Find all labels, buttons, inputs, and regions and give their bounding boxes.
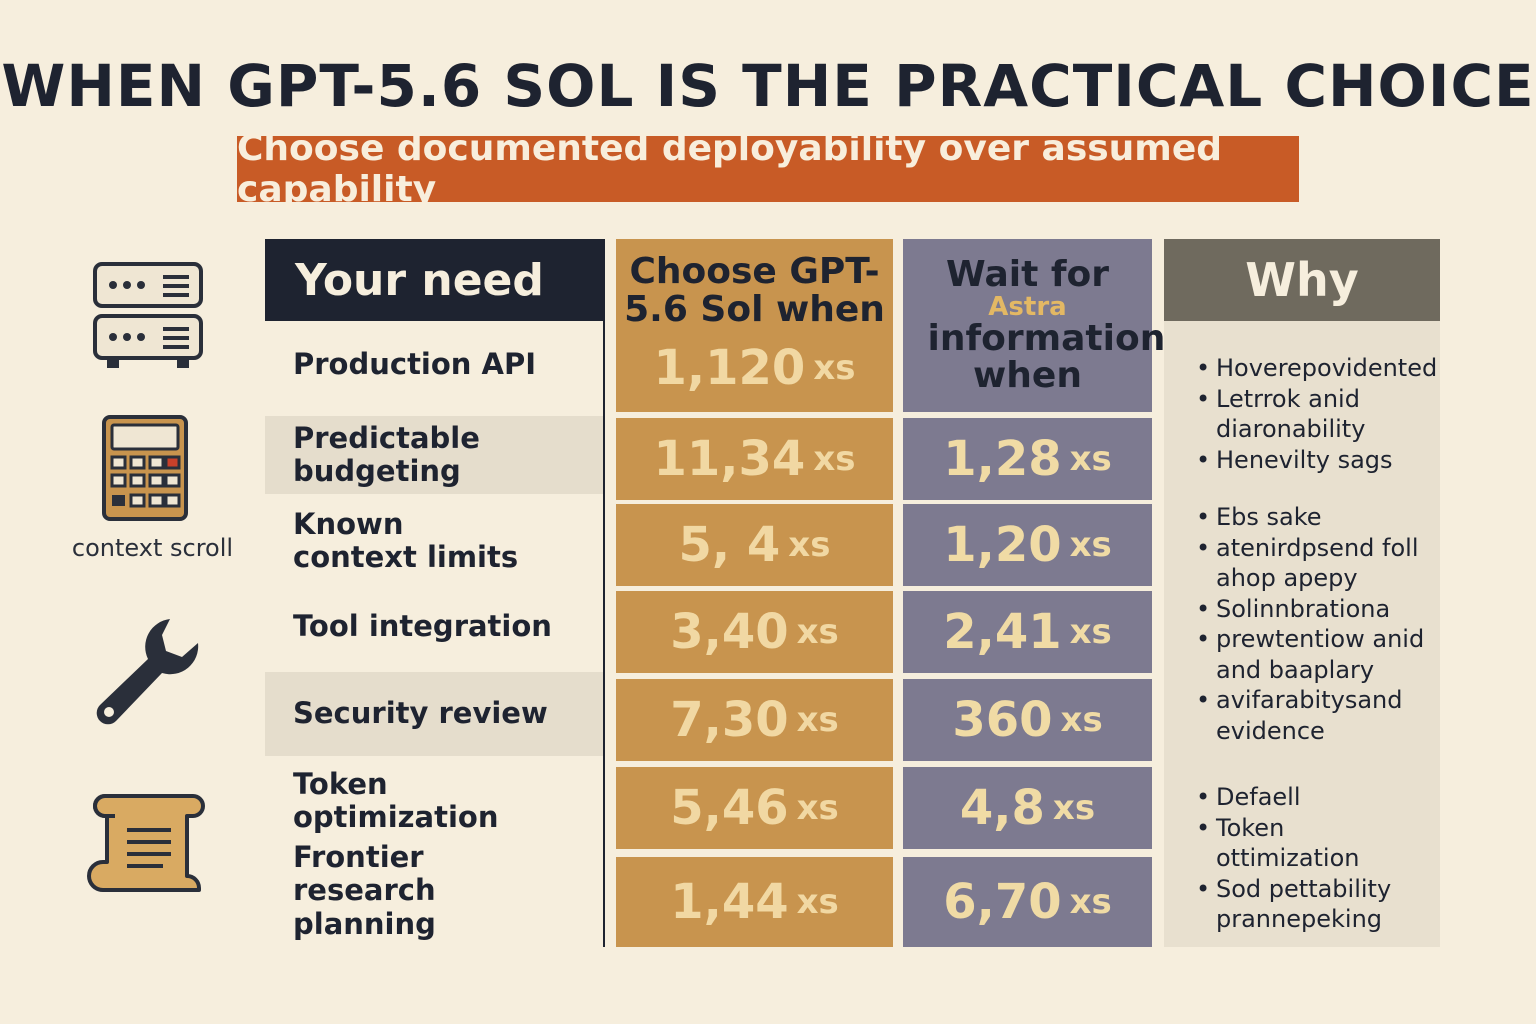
wait-header-accent: Astra — [988, 291, 1067, 322]
column-header-why: Why — [1164, 239, 1440, 321]
sol-cell: 5, 4 xs — [616, 504, 893, 586]
subtitle-banner: Choose documented deployability over ass… — [237, 128, 1299, 210]
column-header-sol: Choose GPT-5.6 Sol when — [616, 239, 893, 412]
why-item: avifarabitysand evidence — [1194, 685, 1434, 746]
sol-value: 1,44 — [670, 874, 789, 930]
wait-header-bottom: information when — [927, 317, 1166, 397]
wait-cell: 4,8 xs — [903, 767, 1152, 849]
calculator-icon — [102, 415, 188, 521]
sol-unit: xs — [788, 525, 831, 565]
wait-value: 1,28 — [943, 431, 1062, 487]
why-item: Ebs sake — [1194, 502, 1434, 533]
why-list: Defaell Token ottimization Sod pettabili… — [1194, 782, 1434, 935]
sol-value: 3,40 — [670, 604, 789, 660]
wait-cell: 1,28 xs — [903, 418, 1152, 500]
need-row-production-api: Production API — [293, 347, 537, 382]
sol-unit: xs — [796, 788, 839, 828]
wait-cell: 6,70 xs — [903, 857, 1152, 947]
why-list: Ebs sake atenirdpsend foll ahop apepy So… — [1194, 502, 1434, 746]
sol-value: 7,30 — [670, 692, 789, 748]
sol-unit: xs — [813, 348, 856, 388]
wait-value: 6,70 — [943, 874, 1062, 930]
why-item: Henevilty sags — [1194, 445, 1434, 476]
sol-unit: xs — [796, 882, 839, 922]
wait-unit: xs — [1069, 612, 1112, 652]
why-item: Solinnbrationa — [1194, 594, 1434, 625]
wait-value: 360 — [952, 692, 1053, 748]
sol-value: 1,120 — [653, 340, 806, 396]
column-header-wait: Wait for Astra information when — [903, 239, 1166, 412]
wait-cell: 360 xs — [903, 679, 1152, 761]
wait-unit: xs — [1069, 882, 1112, 922]
wait-header-top: Wait for — [946, 253, 1109, 295]
need-row-frontier-research-planning: Frontier research planning — [293, 839, 436, 941]
need-row-known-context-limits: Known context limits — [293, 506, 519, 574]
wait-value: 2,41 — [943, 604, 1062, 660]
why-item: atenirdpsend foll ahop apepy — [1194, 533, 1434, 594]
need-row-security-review: Security review — [265, 672, 603, 756]
column-header-need: Your need — [265, 239, 605, 321]
scroll-label: context scroll — [71, 534, 234, 562]
wait-unit: xs — [1060, 700, 1103, 740]
why-item: Defaell — [1194, 782, 1434, 813]
sol-cell: 11,34 xs — [616, 418, 893, 500]
wait-cell: 2,41 xs — [903, 591, 1152, 673]
need-row-predictable-budgeting: Predictable budgeting — [265, 416, 603, 494]
why-item: Sod pettability prannepeking — [1194, 874, 1434, 935]
sol-value: 5,46 — [670, 780, 789, 836]
why-item: prewtentiow anid and baaplary — [1194, 624, 1434, 685]
sol-value: 5, 4 — [678, 517, 781, 573]
server-icon — [93, 262, 203, 368]
wait-value: 1,20 — [943, 517, 1062, 573]
sol-cell: 5,46 xs — [616, 767, 893, 849]
sol-cell: 7,30 xs — [616, 679, 893, 761]
wait-unit: xs — [1069, 525, 1112, 565]
why-item: Letrrok anid diaronability — [1194, 384, 1434, 445]
wait-unit: xs — [1069, 439, 1112, 479]
scroll-icon — [87, 794, 205, 892]
page-title: WHEN GPT-5.6 SOL IS THE PRACTICAL CHOICE — [1, 52, 1535, 120]
wait-value: 4,8 — [959, 780, 1045, 836]
need-row-tool-integration: Tool integration — [293, 609, 552, 644]
sol-value: 11,34 — [653, 431, 806, 487]
sol-cell: 3,40 xs — [616, 591, 893, 673]
need-row-token-optimization: Token optimization — [293, 766, 499, 834]
why-list: Hoverepovidented Letrrok anid diaronabil… — [1194, 353, 1437, 476]
sol-cell: 1,44 xs — [616, 857, 893, 947]
sol-unit: xs — [813, 439, 856, 479]
column-divider — [603, 321, 605, 947]
wrench-icon — [96, 619, 199, 725]
sol-unit: xs — [796, 612, 839, 652]
wait-cell: 1,20 xs — [903, 504, 1152, 586]
wait-unit: xs — [1052, 788, 1096, 828]
why-item: Token ottimization — [1194, 813, 1434, 874]
sol-cell: 1,120 xs — [616, 324, 893, 412]
why-item: Hoverepovidented — [1194, 353, 1437, 384]
sol-unit: xs — [796, 700, 839, 740]
